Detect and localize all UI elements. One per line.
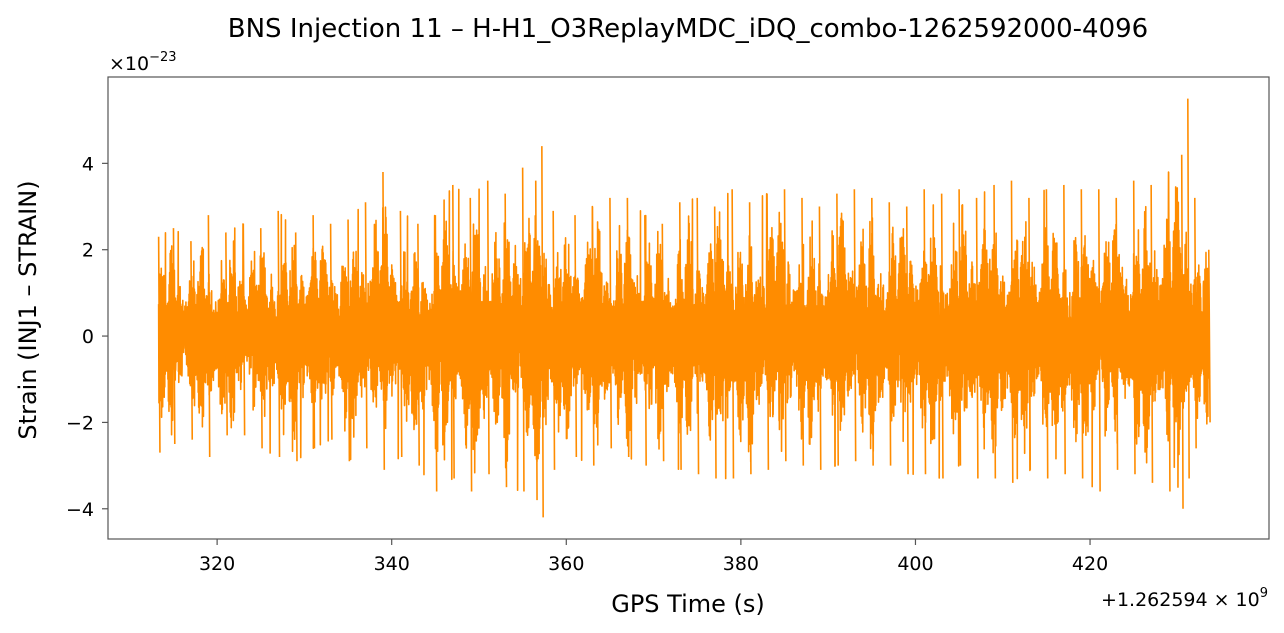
- x-offset-times: ×: [1214, 589, 1230, 611]
- x-tick-label: 400: [897, 553, 933, 575]
- x-tick-label: 420: [1072, 553, 1108, 575]
- y-tick-label: −4: [66, 499, 94, 521]
- axes-frame: [107, 76, 1270, 540]
- y-scale-exp: −23: [149, 50, 176, 65]
- y-axis-label: Strain (INJ1 – STRAIN): [14, 180, 42, 439]
- y-tick-label: 0: [82, 326, 94, 348]
- x-offset-base: 10: [1236, 589, 1260, 611]
- y-tick-label: 4: [82, 153, 94, 175]
- x-offset-value: +1.262594: [1101, 589, 1208, 611]
- plot-area: [108, 77, 1269, 539]
- x-tick-label: 360: [548, 553, 584, 575]
- y-scale-base: 10: [125, 53, 149, 75]
- y-tick-label: −2: [66, 412, 94, 434]
- x-axis-ticks: 320 340 360 380 400 420: [199, 539, 1108, 575]
- y-tick-label: 2: [82, 240, 94, 262]
- chart-title: BNS Injection 11 – H-H1_O3ReplayMDC_iDQ_…: [228, 14, 1148, 44]
- x-tick-label: 340: [374, 553, 410, 575]
- y-axis-ticks: −4 −2 0 2 4: [66, 153, 108, 521]
- x-tick-label: 380: [723, 553, 759, 575]
- x-axis-label: GPS Time (s): [611, 590, 765, 618]
- x-tick-label: 320: [199, 553, 235, 575]
- x-offset-label: +1.262594 × 109: [1101, 586, 1268, 611]
- x-offset-exp: 9: [1260, 586, 1268, 601]
- y-scale-multiplier: ×10−23: [109, 50, 177, 75]
- y-scale-times: ×: [109, 53, 125, 75]
- strain-series-line: [157, 98, 1211, 518]
